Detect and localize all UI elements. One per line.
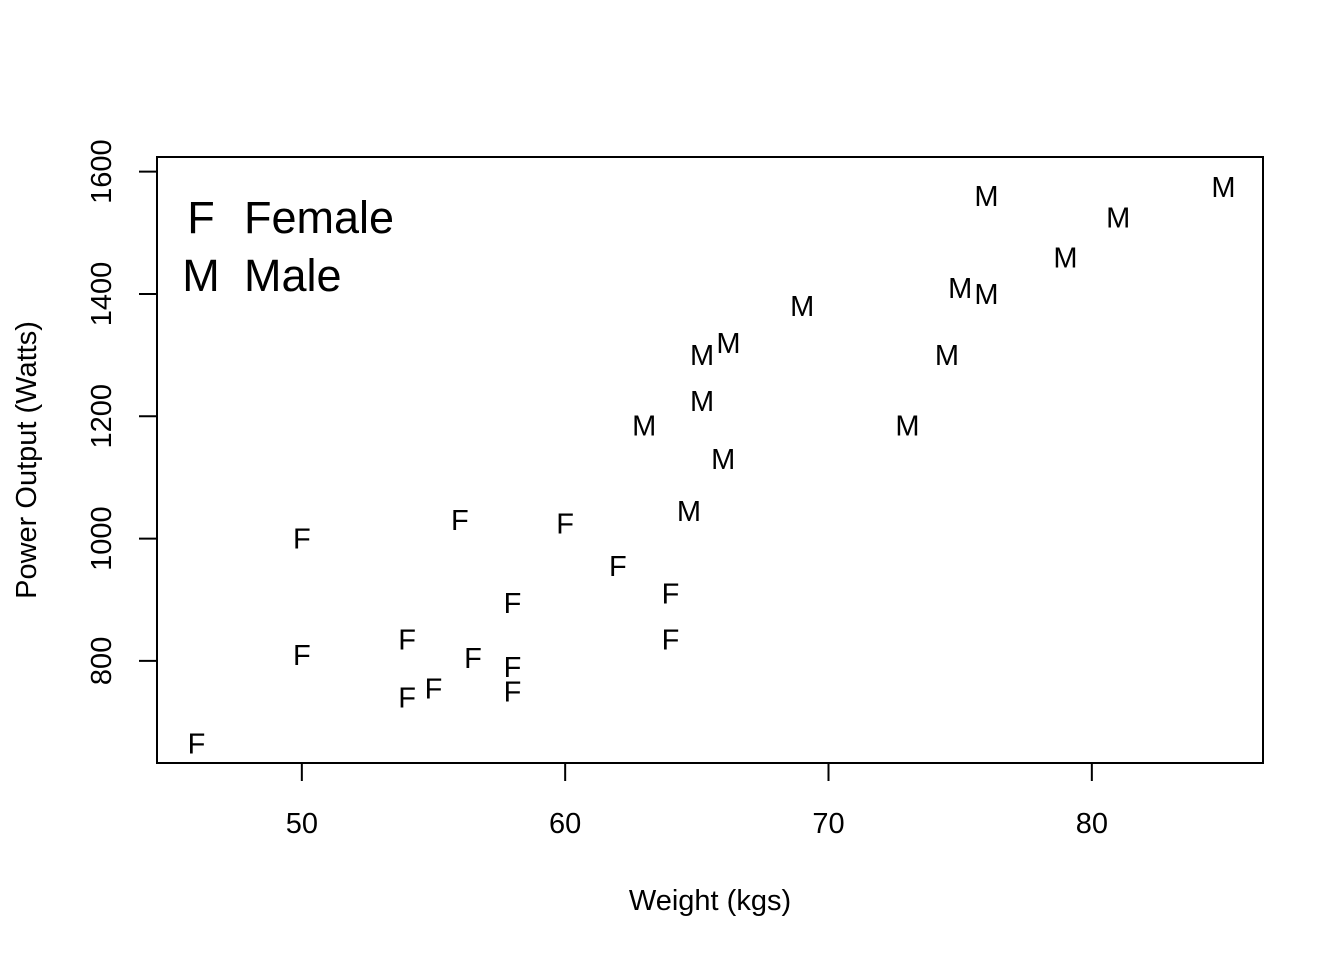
data-point-male: M [690,340,714,372]
x-tick-label: 60 [549,808,581,840]
x-tick-label: 70 [812,808,844,840]
data-point-female: F [504,676,522,708]
y-tick-label: 1000 [86,506,118,571]
y-tick-label: 800 [86,637,118,685]
data-point-female: F [293,640,311,672]
data-point-male: M [677,496,701,528]
data-point-male: M [711,444,735,476]
data-point-female: F [504,588,522,620]
x-axis-title: Weight (kgs) [629,885,791,917]
y-tick-label: 1200 [86,384,118,449]
data-point-female: F [293,524,311,556]
x-tick-label: 80 [1076,808,1108,840]
y-axis-title: Power Output (Watts) [11,321,43,599]
data-point-female: F [451,505,469,537]
x-tick-label: 50 [286,808,318,840]
data-point-female: F [662,579,680,611]
data-point-female: F [504,652,522,684]
data-point-male: M [1211,172,1235,204]
data-point-male: M [632,410,656,442]
data-point-female: F [398,683,416,715]
y-tick-label: 1600 [86,139,118,204]
data-point-male: M [716,328,740,360]
data-point-male: M [1053,242,1077,274]
data-point-male: M [948,273,972,305]
data-point-male: M [974,181,998,213]
data-point-female: F [425,673,443,705]
data-point-female: F [609,551,627,583]
legend-label: Female [244,192,394,243]
data-point-male: M [974,279,998,311]
data-point-male: M [790,291,814,323]
legend-symbol: M [182,250,220,301]
data-point-male: M [690,386,714,418]
data-point-male: M [935,340,959,372]
legend: F Female M Male [182,192,394,301]
plot-frame [156,156,1264,764]
data-point-female: F [464,643,482,675]
legend-symbol: F [187,192,215,243]
y-tick-label: 1400 [86,262,118,327]
data-point-female: F [662,624,680,656]
data-point-male: M [1106,203,1130,235]
data-point-female: F [398,624,416,656]
legend-label: Male [244,250,342,301]
data-point-male: M [895,410,919,442]
data-point-female: F [188,728,206,760]
data-point-female: F [556,508,574,540]
